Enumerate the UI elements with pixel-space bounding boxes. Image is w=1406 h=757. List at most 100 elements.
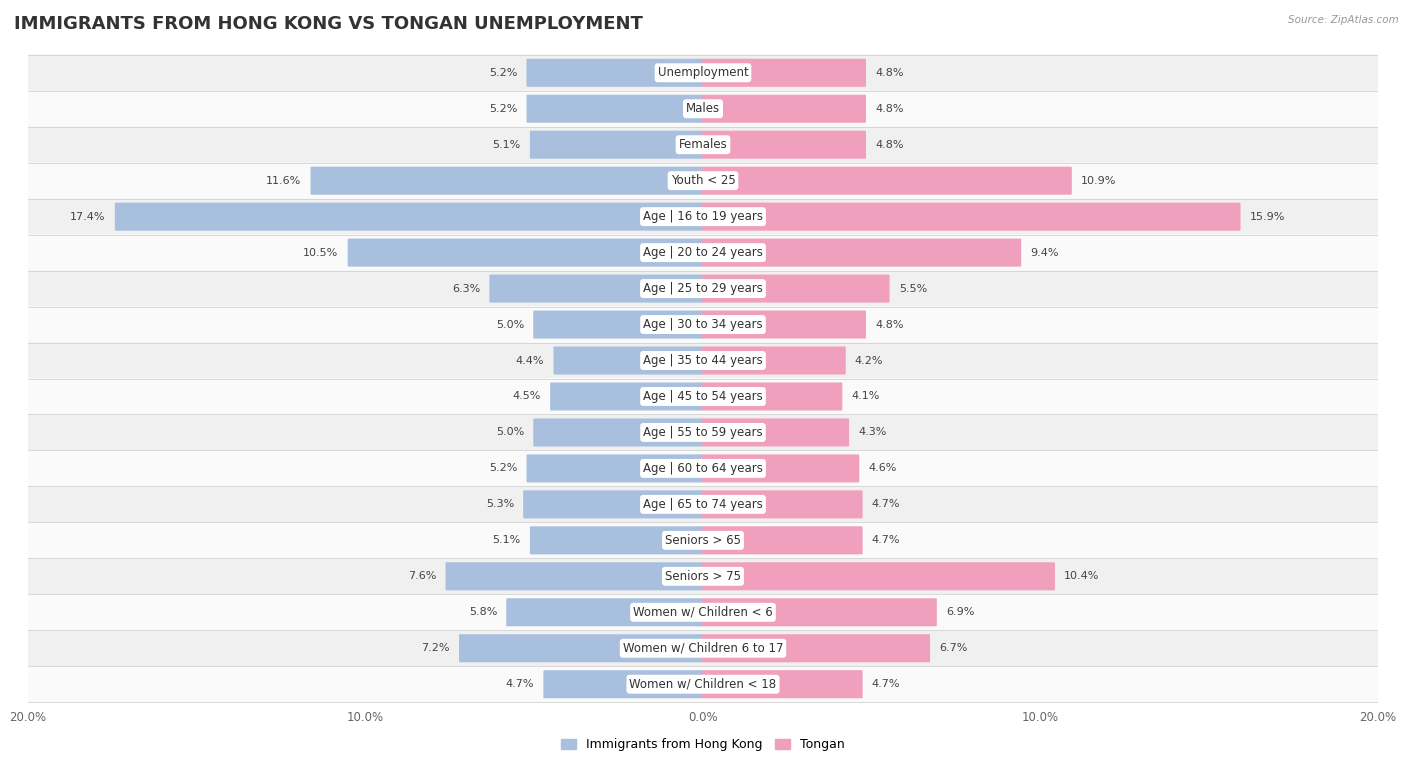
Text: IMMIGRANTS FROM HONG KONG VS TONGAN UNEMPLOYMENT: IMMIGRANTS FROM HONG KONG VS TONGAN UNEM… (14, 15, 643, 33)
FancyBboxPatch shape (28, 270, 1378, 307)
Text: Age | 35 to 44 years: Age | 35 to 44 years (643, 354, 763, 367)
Text: 6.3%: 6.3% (453, 284, 481, 294)
Text: 11.6%: 11.6% (266, 176, 301, 185)
Text: 5.2%: 5.2% (489, 104, 517, 114)
Text: 6.7%: 6.7% (939, 643, 967, 653)
Text: 4.7%: 4.7% (506, 679, 534, 689)
Legend: Immigrants from Hong Kong, Tongan: Immigrants from Hong Kong, Tongan (557, 734, 849, 756)
Text: 4.7%: 4.7% (872, 500, 900, 509)
FancyBboxPatch shape (550, 382, 704, 410)
FancyBboxPatch shape (702, 167, 1071, 195)
FancyBboxPatch shape (28, 342, 1378, 378)
FancyBboxPatch shape (533, 310, 704, 338)
Text: 4.3%: 4.3% (858, 428, 887, 438)
Text: 4.7%: 4.7% (872, 679, 900, 689)
FancyBboxPatch shape (523, 491, 704, 519)
FancyBboxPatch shape (702, 454, 859, 482)
Text: 5.1%: 5.1% (492, 140, 520, 150)
FancyBboxPatch shape (530, 131, 704, 159)
FancyBboxPatch shape (702, 131, 866, 159)
FancyBboxPatch shape (543, 670, 704, 698)
FancyBboxPatch shape (533, 419, 704, 447)
FancyBboxPatch shape (506, 598, 704, 626)
FancyBboxPatch shape (28, 235, 1378, 270)
FancyBboxPatch shape (311, 167, 704, 195)
Text: Women w/ Children < 6: Women w/ Children < 6 (633, 606, 773, 618)
FancyBboxPatch shape (702, 310, 866, 338)
FancyBboxPatch shape (526, 454, 704, 482)
Text: 6.9%: 6.9% (946, 607, 974, 617)
Text: 4.8%: 4.8% (875, 104, 904, 114)
Text: 4.4%: 4.4% (516, 356, 544, 366)
Text: 5.0%: 5.0% (496, 319, 524, 329)
FancyBboxPatch shape (702, 59, 866, 87)
FancyBboxPatch shape (702, 526, 863, 554)
FancyBboxPatch shape (28, 307, 1378, 342)
Text: Youth < 25: Youth < 25 (671, 174, 735, 187)
FancyBboxPatch shape (28, 55, 1378, 91)
Text: 7.2%: 7.2% (422, 643, 450, 653)
FancyBboxPatch shape (702, 347, 846, 375)
Text: 4.5%: 4.5% (513, 391, 541, 401)
FancyBboxPatch shape (28, 559, 1378, 594)
FancyBboxPatch shape (28, 198, 1378, 235)
FancyBboxPatch shape (28, 666, 1378, 702)
FancyBboxPatch shape (28, 126, 1378, 163)
Text: 7.6%: 7.6% (408, 572, 436, 581)
Text: Females: Females (679, 139, 727, 151)
Text: 17.4%: 17.4% (70, 212, 105, 222)
FancyBboxPatch shape (28, 378, 1378, 415)
FancyBboxPatch shape (446, 562, 704, 590)
Text: Age | 60 to 64 years: Age | 60 to 64 years (643, 462, 763, 475)
Text: 4.8%: 4.8% (875, 319, 904, 329)
Text: Age | 16 to 19 years: Age | 16 to 19 years (643, 210, 763, 223)
FancyBboxPatch shape (554, 347, 704, 375)
FancyBboxPatch shape (115, 203, 704, 231)
Text: Women w/ Children < 18: Women w/ Children < 18 (630, 678, 776, 690)
FancyBboxPatch shape (526, 59, 704, 87)
FancyBboxPatch shape (702, 95, 866, 123)
FancyBboxPatch shape (530, 526, 704, 554)
Text: 9.4%: 9.4% (1031, 248, 1059, 257)
Text: 5.5%: 5.5% (898, 284, 927, 294)
FancyBboxPatch shape (702, 382, 842, 410)
Text: 5.0%: 5.0% (496, 428, 524, 438)
FancyBboxPatch shape (28, 91, 1378, 126)
Text: 10.9%: 10.9% (1081, 176, 1116, 185)
Text: Males: Males (686, 102, 720, 115)
FancyBboxPatch shape (702, 670, 863, 698)
Text: 5.2%: 5.2% (489, 68, 517, 78)
FancyBboxPatch shape (489, 275, 704, 303)
Text: Seniors > 75: Seniors > 75 (665, 570, 741, 583)
FancyBboxPatch shape (702, 419, 849, 447)
FancyBboxPatch shape (28, 631, 1378, 666)
Text: Age | 25 to 29 years: Age | 25 to 29 years (643, 282, 763, 295)
FancyBboxPatch shape (702, 275, 890, 303)
Text: 5.8%: 5.8% (468, 607, 498, 617)
Text: Seniors > 65: Seniors > 65 (665, 534, 741, 547)
Text: 4.2%: 4.2% (855, 356, 883, 366)
FancyBboxPatch shape (28, 450, 1378, 487)
Text: 5.2%: 5.2% (489, 463, 517, 473)
Text: Age | 20 to 24 years: Age | 20 to 24 years (643, 246, 763, 259)
FancyBboxPatch shape (702, 203, 1240, 231)
FancyBboxPatch shape (702, 598, 936, 626)
FancyBboxPatch shape (28, 487, 1378, 522)
FancyBboxPatch shape (28, 163, 1378, 198)
Text: 15.9%: 15.9% (1250, 212, 1285, 222)
FancyBboxPatch shape (28, 594, 1378, 631)
Text: 10.5%: 10.5% (304, 248, 339, 257)
Text: Source: ZipAtlas.com: Source: ZipAtlas.com (1288, 15, 1399, 25)
FancyBboxPatch shape (702, 634, 931, 662)
Text: 5.1%: 5.1% (492, 535, 520, 545)
Text: Age | 30 to 34 years: Age | 30 to 34 years (643, 318, 763, 331)
FancyBboxPatch shape (702, 562, 1054, 590)
FancyBboxPatch shape (347, 238, 704, 266)
Text: 5.3%: 5.3% (486, 500, 515, 509)
Text: 4.7%: 4.7% (872, 535, 900, 545)
Text: Unemployment: Unemployment (658, 67, 748, 79)
Text: 10.4%: 10.4% (1064, 572, 1099, 581)
Text: 4.6%: 4.6% (869, 463, 897, 473)
FancyBboxPatch shape (702, 491, 863, 519)
FancyBboxPatch shape (526, 95, 704, 123)
